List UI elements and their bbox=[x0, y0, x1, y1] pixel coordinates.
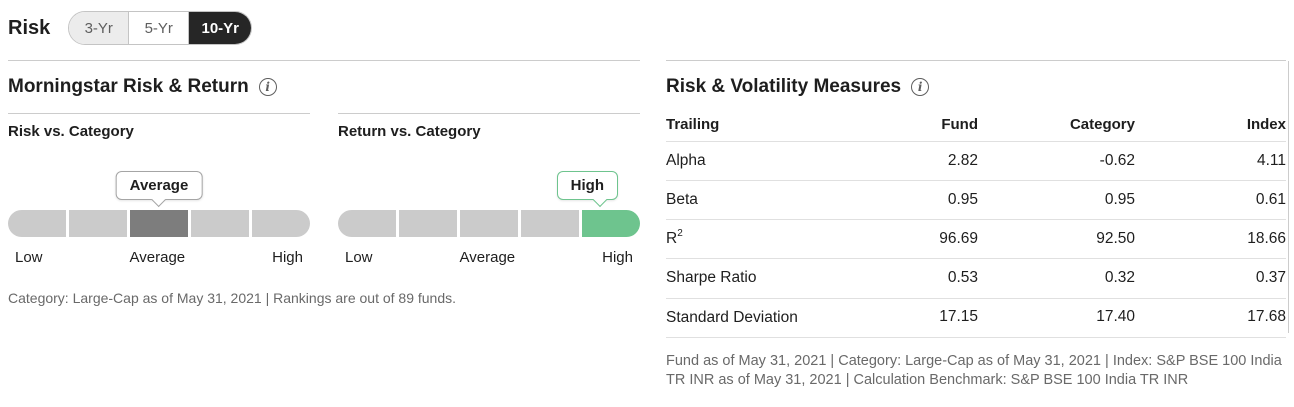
tooltip-pointer bbox=[592, 192, 608, 208]
index-value: 17.68 bbox=[1135, 298, 1286, 338]
morningstar-footnote: Category: Large-Cap as of May 31, 2021 |… bbox=[8, 290, 457, 306]
period-toggle-5yr[interactable]: 5-Yr bbox=[129, 12, 190, 44]
return-vs-category-title: Return vs. Category bbox=[338, 123, 481, 140]
risk-volatility-section: Risk & Volatility Measures i Trailing Fu… bbox=[666, 60, 1289, 390]
return-value-tooltip: High bbox=[556, 171, 618, 208]
return-segment-bar bbox=[338, 210, 640, 237]
category-value: 0.32 bbox=[978, 258, 1135, 299]
fund-value: 0.95 bbox=[856, 180, 978, 221]
risk-segment-4 bbox=[191, 210, 249, 237]
risk-vs-category-title: Risk vs. Category bbox=[8, 123, 134, 140]
right-edge-divider bbox=[1288, 61, 1289, 333]
index-value: 0.61 bbox=[1135, 180, 1286, 221]
scale-label-low: Low bbox=[345, 249, 373, 266]
column-header-index: Index bbox=[1135, 110, 1286, 142]
risk-header: Risk 3-Yr 5-Yr 10-Yr bbox=[8, 10, 1278, 46]
risk-segment-2 bbox=[69, 210, 127, 237]
period-toggle-10yr[interactable]: 10-Yr bbox=[189, 12, 252, 44]
content-columns: Morningstar Risk & Return i Risk vs. Cat… bbox=[8, 60, 1289, 390]
info-icon[interactable]: i bbox=[258, 78, 277, 96]
morningstar-section-title: Morningstar Risk & Return i bbox=[8, 76, 640, 98]
column-header-trailing: Trailing bbox=[666, 110, 856, 142]
column-header-fund: Fund bbox=[856, 110, 978, 142]
risk-segment-1 bbox=[8, 210, 66, 237]
return-segment-5 bbox=[582, 210, 640, 237]
period-toggle-3yr[interactable]: 3-Yr bbox=[69, 12, 130, 44]
fund-value: 96.69 bbox=[856, 219, 978, 260]
risk-value-label: Average bbox=[129, 177, 189, 194]
scale-label-average: Average bbox=[129, 249, 186, 266]
category-value: 92.50 bbox=[978, 219, 1135, 260]
row-label: Beta bbox=[666, 180, 856, 221]
info-icon[interactable]: i bbox=[911, 78, 930, 96]
measures-section-title-text: Risk & Volatility Measures bbox=[666, 76, 902, 97]
scale-label-high: High bbox=[272, 249, 303, 266]
category-value: 0.95 bbox=[978, 180, 1135, 221]
row-label: Alpha bbox=[666, 141, 856, 182]
period-toggle-group: 3-Yr 5-Yr 10-Yr bbox=[68, 11, 253, 45]
row-label: R2 bbox=[666, 219, 856, 260]
risk-volatility-table: Trailing Fund Category Index Alpha 2.82 … bbox=[666, 110, 1286, 338]
risk-segment-bar bbox=[8, 210, 310, 237]
risk-vs-category-gauge: Risk vs. Category Average bbox=[8, 113, 310, 266]
scale-label-low: Low bbox=[15, 249, 43, 266]
row-label: Standard Deviation bbox=[666, 298, 856, 338]
category-value: -0.62 bbox=[978, 141, 1135, 182]
category-gauges: Risk vs. Category Average bbox=[8, 113, 640, 266]
morningstar-risk-return-section: Morningstar Risk & Return i Risk vs. Cat… bbox=[8, 60, 640, 390]
measures-section-title: Risk & Volatility Measures i bbox=[666, 76, 1286, 98]
table-row-sharpe-ratio: Sharpe Ratio 0.53 0.32 0.37 bbox=[666, 258, 1286, 299]
fund-value: 17.15 bbox=[856, 298, 978, 338]
return-scale-labels: Low Average High bbox=[338, 249, 640, 266]
column-header-category: Category bbox=[978, 110, 1135, 142]
table-row-alpha: Alpha 2.82 -0.62 4.11 bbox=[666, 141, 1286, 182]
measures-footnote: Fund as of May 31, 2021 | Category: Larg… bbox=[666, 352, 1282, 388]
risk-segment-3 bbox=[130, 210, 188, 237]
return-segment-2 bbox=[399, 210, 457, 237]
table-row-standard-deviation: Standard Deviation 17.15 17.40 17.68 bbox=[666, 298, 1286, 338]
tooltip-pointer bbox=[151, 192, 167, 208]
index-value: 0.37 bbox=[1135, 258, 1286, 299]
page-title: Risk bbox=[8, 16, 51, 39]
return-tooltip-layer: High bbox=[338, 140, 640, 210]
risk-page: Risk 3-Yr 5-Yr 10-Yr Morningstar Risk & … bbox=[8, 10, 1289, 390]
fund-value: 2.82 bbox=[856, 141, 978, 182]
table-header-row: Trailing Fund Category Index bbox=[666, 110, 1286, 142]
return-vs-category-gauge: Return vs. Category High bbox=[338, 113, 640, 266]
return-segment-4 bbox=[521, 210, 579, 237]
scale-label-average: Average bbox=[459, 249, 516, 266]
row-label: Sharpe Ratio bbox=[666, 258, 856, 299]
scale-label-high: High bbox=[602, 249, 633, 266]
morningstar-section-title-text: Morningstar Risk & Return bbox=[8, 76, 249, 97]
return-segment-1 bbox=[338, 210, 396, 237]
table-row-beta: Beta 0.95 0.95 0.61 bbox=[666, 180, 1286, 221]
index-value: 18.66 bbox=[1135, 219, 1286, 260]
return-value-label: High bbox=[570, 177, 604, 194]
fund-value: 0.53 bbox=[856, 258, 978, 299]
risk-segment-5 bbox=[252, 210, 310, 237]
risk-tooltip-layer: Average bbox=[8, 140, 310, 210]
table-row-r-squared: R2 96.69 92.50 18.66 bbox=[666, 219, 1286, 260]
risk-scale-labels: Low Average High bbox=[8, 249, 310, 266]
category-value: 17.40 bbox=[978, 298, 1135, 338]
return-segment-3 bbox=[460, 210, 518, 237]
risk-value-tooltip: Average bbox=[115, 171, 203, 208]
index-value: 4.11 bbox=[1135, 141, 1286, 182]
